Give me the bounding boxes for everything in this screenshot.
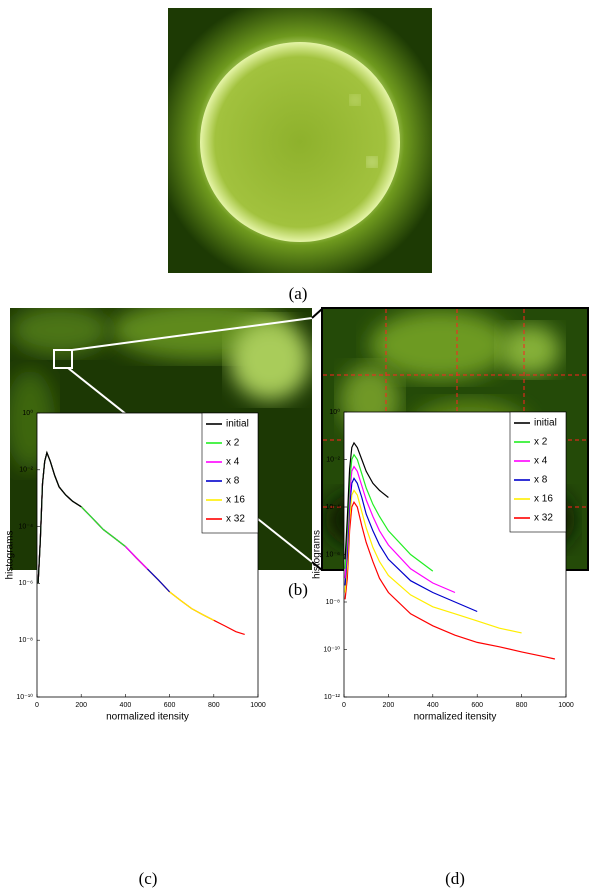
legend-label: x 4 [226, 457, 240, 468]
zoom-line [71, 317, 313, 351]
x-axis-label: normalized itensity [106, 712, 189, 723]
zoom-line [311, 308, 323, 319]
chart: 0 200 400 600 800 1000 10⁰ 10⁻² 10⁻⁴ 10⁻⁶ 10⁻⁸ 10⁻¹… [312, 408, 574, 723]
y-axis-label: histograms [312, 530, 323, 579]
x-tick-label: 200 [383, 702, 395, 709]
chart: 0 200 400 600 800 1000 10⁰ 10⁻² 10⁻⁴ 10⁻⁶ 10⁻⁸ 10⁻¹… [5, 409, 266, 723]
series-line [37, 450, 82, 584]
legend-label: x 8 [534, 475, 548, 486]
series-line [344, 441, 389, 560]
y-tick-label: 10⁻⁴ [19, 523, 34, 530]
x-tick-label: 600 [471, 702, 483, 709]
series-line [344, 500, 556, 660]
y-tick-label: 10⁻⁴ [326, 504, 341, 511]
x-tick-label: 400 [120, 702, 132, 709]
x-tick-label: 1000 [558, 702, 574, 709]
legend-label: x 2 [226, 438, 240, 449]
series-line [344, 489, 522, 634]
y-tick-label: 10⁻² [326, 456, 340, 463]
legend-label: initial [226, 419, 249, 430]
y-tick-label: 10⁻⁸ [19, 637, 33, 644]
legend-box [509, 411, 567, 533]
y-axis-label: histograms [5, 531, 16, 580]
y-tick-label: 10⁻⁶ [19, 580, 33, 587]
zoom-marker [53, 349, 73, 369]
legend-label: x 32 [534, 513, 553, 524]
x-tick-label: 600 [164, 702, 176, 709]
x-tick-label: 400 [427, 702, 439, 709]
caption: (d) [445, 869, 465, 888]
bright-spot [350, 95, 360, 105]
legend-label: x 16 [534, 494, 553, 505]
x-tick-label: 800 [516, 702, 528, 709]
caption: (c) [139, 869, 158, 888]
x-tick-label: 0 [35, 702, 39, 709]
legend-label: x 4 [534, 456, 548, 467]
sun-disk [200, 42, 400, 242]
series-line [344, 453, 434, 572]
legend-label: x 16 [226, 495, 245, 506]
x-tick-label: 200 [75, 702, 87, 709]
caption: (a) [289, 284, 308, 303]
x-tick-label: 0 [342, 702, 346, 709]
x-tick-label: 800 [208, 702, 220, 709]
y-tick-label: 10⁰ [329, 408, 340, 416]
x-tick-label: 1000 [250, 702, 266, 709]
legend-label: initial [534, 418, 557, 429]
legend-label: x 32 [226, 514, 245, 525]
legend-box [201, 412, 259, 534]
y-tick-label: 10⁻¹² [324, 694, 341, 701]
series-line [344, 465, 456, 594]
y-tick-label: 10⁻¹⁰ [16, 693, 33, 701]
x-axis-label: normalized itensity [414, 712, 497, 723]
y-tick-label: 10⁻¹⁰ [323, 645, 340, 653]
y-tick-label: 10⁻⁸ [326, 599, 340, 606]
series-line [344, 477, 478, 613]
caption: (b) [288, 580, 308, 599]
y-tick-label: 10⁻⁶ [326, 551, 340, 558]
legend-label: x 8 [226, 476, 240, 487]
y-tick-label: 10⁻² [19, 467, 33, 474]
zoom-line [311, 561, 323, 571]
y-tick-label: 10⁰ [22, 409, 33, 417]
legend-label: x 2 [534, 437, 548, 448]
bright-spot [367, 157, 377, 167]
